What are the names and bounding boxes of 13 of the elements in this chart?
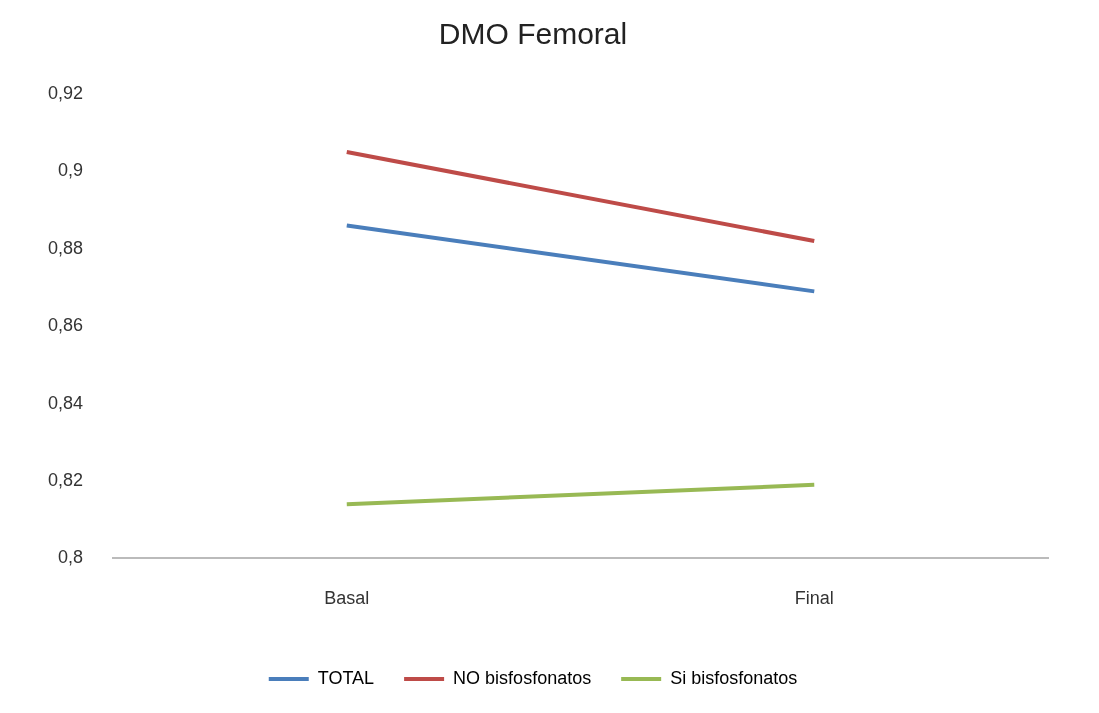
y-tick-label: 0,88 bbox=[47, 237, 84, 258]
y-tick-label: 0,9 bbox=[58, 160, 84, 181]
legend-label: TOTAL bbox=[317, 667, 375, 688]
y-tick-label: 0,84 bbox=[47, 392, 84, 413]
chart-title: DMO Femoral bbox=[438, 17, 628, 51]
legend-label: Si bisfosfonatos bbox=[670, 667, 798, 688]
legend-label: NO bisfosfonatos bbox=[453, 667, 592, 688]
x-tick-label: Basal bbox=[324, 588, 370, 609]
y-tick-label: 0,82 bbox=[47, 469, 84, 490]
y-tick-label: 0,92 bbox=[47, 82, 84, 103]
y-tick-label: 0,8 bbox=[58, 547, 84, 568]
y-tick-label: 0,86 bbox=[47, 315, 84, 336]
x-tick-label: Final bbox=[794, 588, 834, 609]
